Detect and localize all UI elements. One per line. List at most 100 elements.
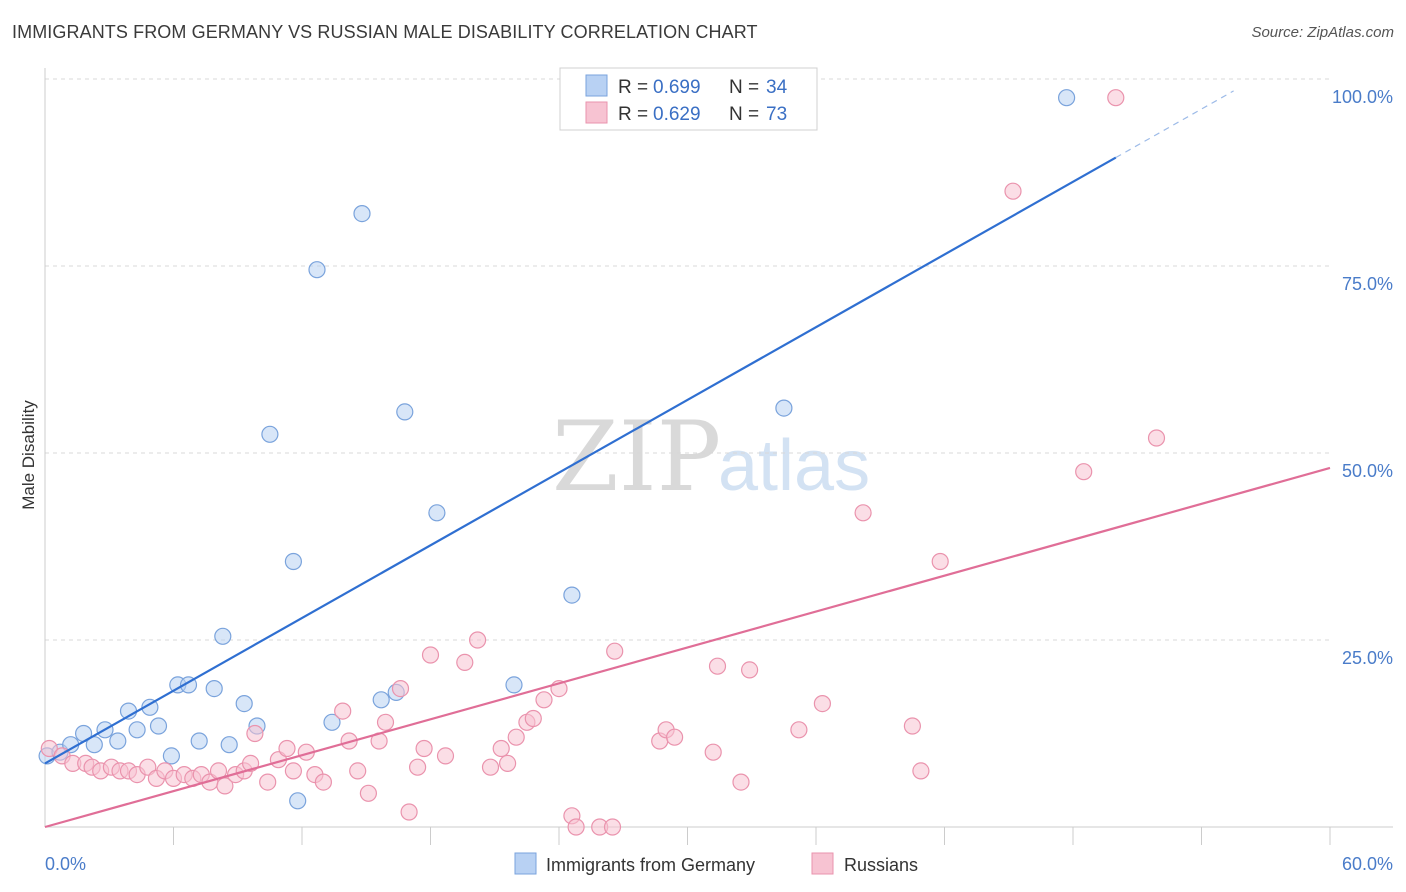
point-blue-9 [141, 698, 159, 716]
watermark-atlas: atlas [718, 426, 870, 506]
y-tick-label-3: 25.0% [1342, 648, 1393, 668]
legend-r-value-1: 0.699 [653, 77, 701, 98]
point-blue-25 [353, 205, 371, 223]
point-blue-22 [289, 792, 307, 810]
watermark-zip: ZIP [552, 401, 721, 513]
point-pink-69 [912, 762, 930, 780]
point-blue-32 [775, 399, 793, 417]
gridlines [45, 78, 1330, 641]
point-pink-26 [278, 739, 296, 758]
legend-swatch-pink [585, 101, 608, 124]
point-blue-23 [308, 261, 326, 279]
bottom-legend-label-germany: Immigrants from Germany [546, 855, 755, 875]
point-pink-37 [391, 679, 410, 698]
series-russians [40, 89, 1166, 836]
point-pink-34 [359, 784, 377, 802]
legend-n-label-2: N = [729, 104, 759, 125]
legend-swatch-blue [585, 74, 608, 97]
correlation-legend: R = 0.699 N = 34 R = 0.629 N = 73 [559, 67, 818, 131]
y-tick-label-2: 50.0% [1342, 461, 1393, 481]
point-pink-43 [456, 653, 474, 672]
point-pink-72 [1075, 463, 1093, 481]
point-pink-66 [813, 694, 832, 713]
point-blue-10 [149, 717, 168, 735]
point-pink-0 [40, 739, 58, 758]
point-pink-51 [535, 691, 553, 709]
point-pink-24 [259, 773, 277, 791]
point-pink-71 [1004, 182, 1022, 200]
point-pink-47 [499, 754, 517, 773]
chart-title: IMMIGRANTS FROM GERMANY VS RUSSIAN MALE … [12, 22, 758, 42]
point-pink-68 [903, 717, 922, 735]
point-pink-42 [436, 747, 455, 765]
point-pink-67 [854, 504, 872, 522]
x-tick-label-0: 0.0% [45, 854, 86, 874]
point-pink-38 [400, 803, 418, 821]
point-blue-26 [372, 691, 390, 709]
point-pink-31 [334, 702, 352, 720]
point-blue-29 [428, 504, 446, 522]
point-blue-20 [261, 425, 279, 443]
legend-n-value-1: 34 [766, 77, 788, 98]
y-axis-label: Male Disability [19, 400, 38, 510]
point-blue-8 [128, 721, 146, 739]
point-blue-16 [214, 627, 232, 645]
point-pink-48 [507, 728, 525, 746]
x-tick-labels: 0.0% 60.0% [45, 854, 1393, 874]
legend-r-value-2: 0.629 [653, 104, 701, 125]
legend-r-label-1: R = [618, 77, 648, 98]
point-pink-74 [1147, 429, 1166, 447]
series-legend: Immigrants from Germany Russians [514, 852, 918, 875]
point-blue-18 [235, 694, 253, 713]
y-tick-label-0: 100.0% [1332, 87, 1393, 107]
trend-lines [44, 90, 1331, 829]
point-pink-23 [246, 724, 264, 743]
x-tick-label-1: 60.0% [1342, 854, 1393, 874]
trend-line-russians [44, 466, 1331, 829]
point-pink-50 [524, 709, 542, 728]
point-pink-70 [931, 552, 949, 571]
point-pink-33 [349, 762, 367, 780]
point-pink-60 [665, 728, 684, 746]
point-pink-39 [409, 758, 427, 776]
point-pink-30 [314, 773, 332, 791]
point-pink-63 [732, 773, 750, 791]
point-pink-65 [790, 721, 808, 739]
bottom-legend-swatch-pink [811, 852, 834, 875]
legend-n-value-2: 73 [766, 104, 787, 125]
point-blue-31 [563, 586, 581, 604]
point-pink-46 [492, 739, 510, 758]
point-pink-73 [1107, 89, 1125, 107]
trend-line-immigrants-from-germany [44, 156, 1117, 765]
point-pink-36 [376, 713, 395, 731]
point-blue-21 [284, 552, 302, 571]
point-blue-15 [205, 679, 223, 698]
point-pink-44 [469, 631, 487, 649]
point-blue-24 [323, 713, 341, 731]
point-pink-45 [481, 758, 500, 776]
y-tick-labels: 100.0% 75.0% 50.0% 25.0% [1332, 87, 1393, 668]
source-label: Source: ZipAtlas.com [1251, 24, 1394, 41]
point-pink-62 [708, 657, 727, 675]
point-blue-6 [109, 732, 127, 750]
point-pink-57 [606, 642, 624, 660]
point-pink-19 [216, 777, 234, 795]
point-pink-54 [567, 818, 585, 836]
point-blue-14 [190, 732, 208, 750]
point-pink-64 [740, 661, 759, 679]
point-pink-61 [704, 743, 722, 761]
point-blue-17 [220, 736, 238, 754]
axes [44, 68, 1393, 845]
legend-n-label-1: N = [729, 77, 759, 98]
bottom-legend-swatch-blue [514, 852, 537, 875]
point-pink-40 [415, 739, 433, 758]
point-blue-11 [162, 747, 180, 765]
bottom-legend-label-russians: Russians [844, 855, 918, 875]
point-blue-28 [396, 403, 414, 421]
y-tick-label-1: 75.0% [1342, 274, 1393, 294]
legend-r-label-2: R = [618, 104, 648, 125]
point-pink-56 [603, 818, 622, 836]
trend-line-immigrants-from-germany-extension [1115, 90, 1234, 159]
point-blue-30 [505, 676, 523, 694]
